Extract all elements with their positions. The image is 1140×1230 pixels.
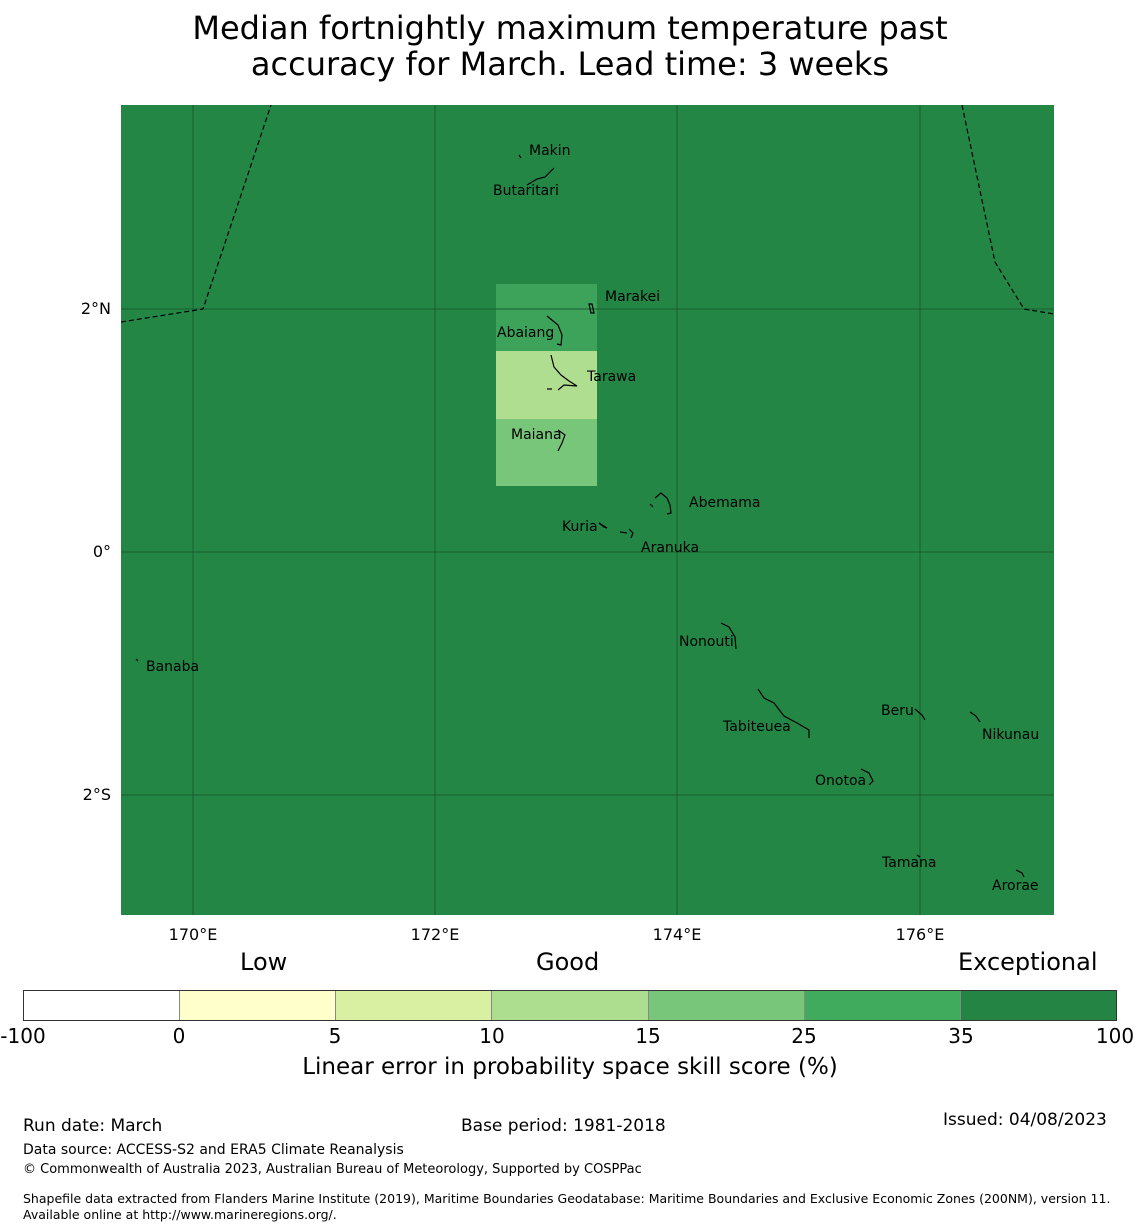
colorbar-tick: 35 (948, 1024, 974, 1048)
label-marakei: Marakei (605, 289, 660, 305)
beru-shape (914, 708, 926, 721)
lon-label-174e: 174°E (652, 925, 702, 944)
label-tamana: Tamana (881, 855, 936, 871)
label-abemama: Abemama (689, 495, 761, 511)
label-onotoa: Onotoa (815, 773, 866, 789)
lon-label-176e: 176°E (895, 925, 945, 944)
data-source: Data source: ACCESS-S2 and ERA5 Climate … (23, 1142, 404, 1158)
colorbar-tick: 10 (479, 1024, 505, 1048)
island-outlines (135, 154, 1025, 878)
banaba-shape (135, 658, 139, 662)
nonouti-shape (720, 622, 737, 650)
label-maiana: Maiana (511, 427, 562, 443)
lon-label-170e: 170°E (168, 925, 218, 944)
grid-cell-south (496, 419, 597, 486)
abemama-islet-shape (649, 503, 654, 508)
map-svg: Makin Butaritari Marakei Abaiang Tarawa … (121, 105, 1054, 915)
lat-label-0: 0° (92, 542, 111, 561)
eez-boundary-east (961, 105, 1054, 315)
eez-boundaries (121, 105, 1054, 323)
lon-label-172e: 172°E (410, 925, 460, 944)
island-labels: Makin Butaritari Marakei Abaiang Tarawa … (146, 143, 1039, 894)
grid-cell-middle (496, 351, 597, 419)
makin-shape (518, 154, 522, 159)
colorbar-tick: 25 (791, 1024, 817, 1048)
colorbar-tick: 100 (1095, 1024, 1135, 1048)
tarawa-shape (550, 354, 578, 391)
colorbar-segment-3 (336, 991, 493, 1020)
onotoa-shape (860, 768, 874, 786)
arorae-shape (1015, 869, 1025, 878)
lat-label-2n: 2°N (80, 299, 111, 318)
title-line-2: accuracy for March. Lead time: 3 weeks (250, 45, 890, 83)
colorbar-tick: 5 (328, 1024, 342, 1048)
label-nikunau: Nikunau (982, 727, 1039, 743)
map-title: Median fortnightly maximum temperature p… (0, 10, 1140, 82)
shapefile-credit: Shapefile data extracted from Flanders M… (23, 1191, 1111, 1222)
legend-category-exceptional: Exceptional (958, 948, 1098, 976)
colorbar-segment-5 (648, 991, 805, 1020)
nikunau-shape (969, 711, 981, 723)
abaiang-shape (546, 315, 563, 346)
label-tarawa: Tarawa (586, 369, 636, 385)
butaritari-shape (526, 167, 555, 186)
aranuka-shape (619, 528, 634, 539)
colorbar (23, 990, 1117, 1021)
run-date: Run date: March (23, 1116, 163, 1136)
colorbar-segment-2 (180, 991, 337, 1020)
issued-date: Issued: 04/08/2023 (943, 1110, 1107, 1130)
tabiteuea-shape (757, 688, 810, 738)
map-panel: Makin Butaritari Marakei Abaiang Tarawa … (121, 105, 1054, 915)
label-butaritari: Butaritari (493, 183, 559, 199)
lat-label-2s: 2°S (82, 785, 111, 804)
marakei-shape (588, 303, 595, 314)
colorbar-tick: -100 (0, 1024, 46, 1048)
legend-category-good: Good (536, 948, 600, 976)
title-line-1: Median fortnightly maximum temperature p… (192, 9, 948, 47)
label-tabiteuea: Tabiteuea (722, 719, 791, 735)
label-kuria: Kuria (562, 519, 598, 535)
label-arorae: Arorae (992, 878, 1039, 894)
tamana-shape (916, 854, 921, 858)
graticule (121, 105, 1054, 915)
label-aranuka: Aranuka (641, 540, 699, 556)
kuria-shape (598, 522, 608, 529)
colorbar-segment-6 (804, 991, 961, 1020)
colorbar-label: Linear error in probability space skill … (302, 1054, 838, 1080)
colorbar-tick: 15 (635, 1024, 661, 1048)
colorbar-segment-4 (492, 991, 649, 1020)
colorbar-segment-7 (960, 991, 1116, 1020)
grid-cell-north (496, 284, 597, 351)
base-period: Base period: 1981-2018 (461, 1116, 666, 1136)
legend-category-low: Low (240, 948, 288, 976)
maiana-shape (557, 429, 566, 452)
colorbar-segment-1 (24, 991, 181, 1020)
copyright: © Commonwealth of Australia 2023, Austra… (23, 1162, 642, 1177)
label-beru: Beru (881, 703, 914, 719)
label-banaba: Banaba (146, 659, 199, 675)
label-makin: Makin (529, 143, 571, 159)
colorbar-tick: 0 (172, 1024, 186, 1048)
abemama-shape (654, 492, 672, 515)
label-abaiang: Abaiang (497, 325, 554, 341)
eez-boundary-west (121, 105, 272, 323)
label-nonouti: Nonouti (679, 634, 734, 650)
